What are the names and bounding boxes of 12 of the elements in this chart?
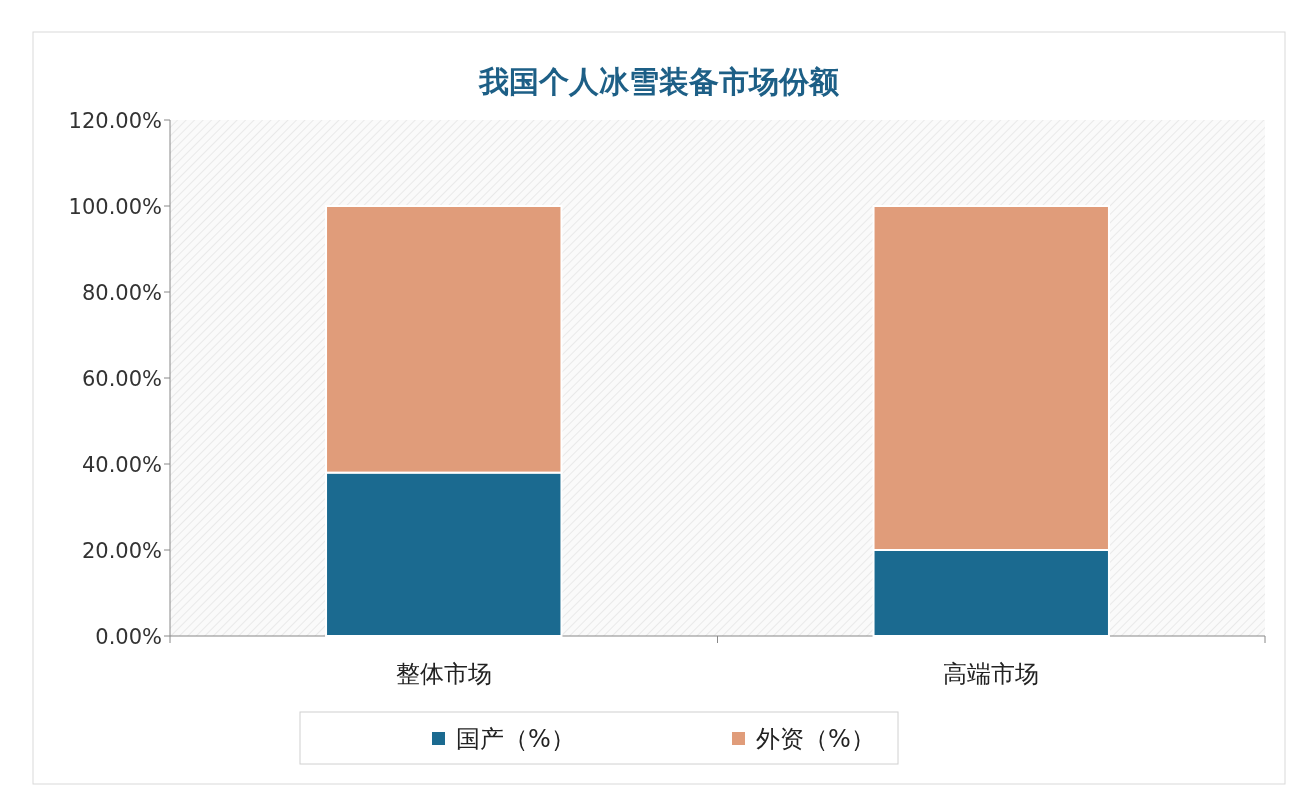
- y-tick-label: 0.00%: [95, 625, 162, 649]
- chart-title: 我国个人冰雪装备市场份额: [478, 64, 839, 99]
- y-tick-label: 40.00%: [81, 453, 162, 477]
- y-tick-label: 100.00%: [68, 195, 162, 219]
- legend-label: 国产（%）: [456, 725, 575, 753]
- legend-label: 外资（%）: [756, 725, 875, 753]
- y-tick-label: 120.00%: [68, 109, 162, 133]
- y-tick-label: 80.00%: [81, 281, 162, 305]
- x-tick-label: 高端市场: [943, 660, 1040, 688]
- x-tick-label: 整体市场: [395, 660, 492, 688]
- y-tick-label: 60.00%: [81, 367, 162, 391]
- y-tick-label: 20.00%: [81, 539, 162, 563]
